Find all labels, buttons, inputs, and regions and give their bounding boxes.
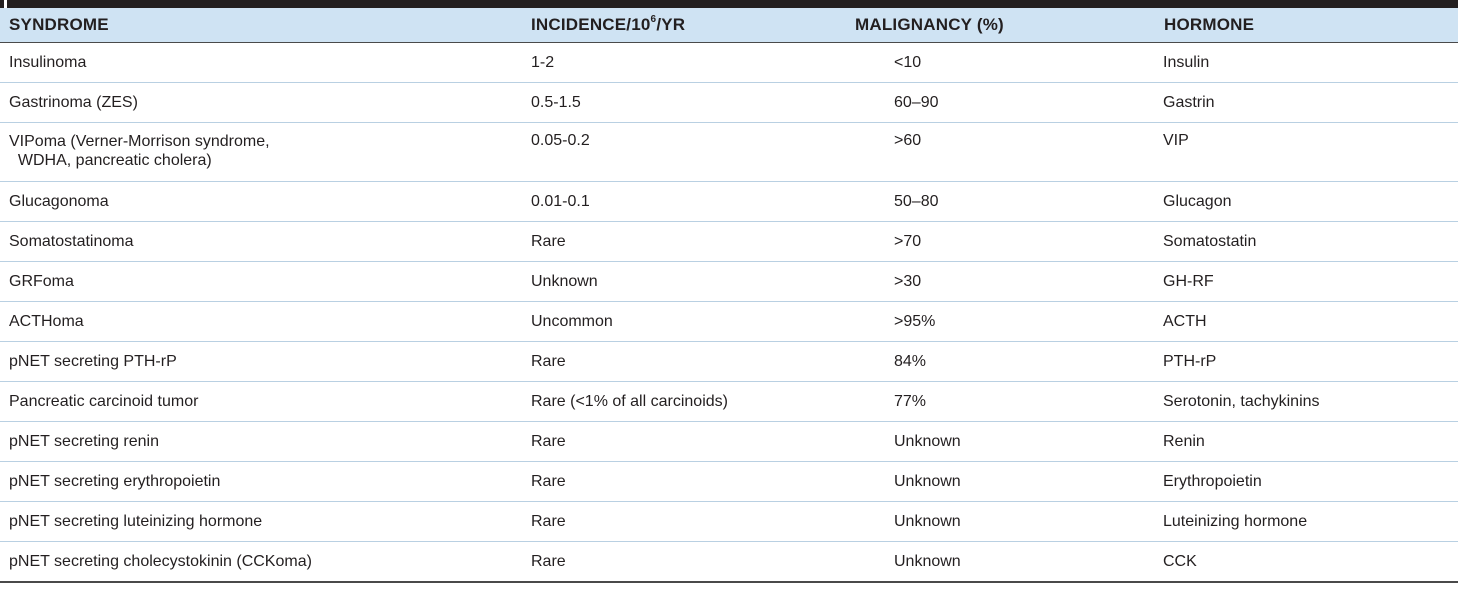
cell-hormone: Serotonin, tachykinins [1142, 381, 1458, 422]
header-malignancy: MALIGNANCY (%) [849, 8, 1142, 43]
cell-syndrome: pNET secreting renin [0, 421, 522, 462]
cell-incidence: 0.5-1.5 [522, 82, 849, 123]
table-header-row: SYNDROME INCIDENCE/106/YR MALIGNANCY (%)… [0, 8, 1458, 43]
cell-incidence: Rare [522, 461, 849, 502]
cell-hormone: GH-RF [1142, 261, 1458, 302]
cell-syndrome: VIPoma (Verner-Morrison syndrome, WDHA, … [0, 122, 522, 182]
cell-syndrome: pNET secreting erythropoietin [0, 461, 522, 502]
table-row: VIPoma (Verner-Morrison syndrome, WDHA, … [0, 122, 1458, 182]
table-row: pNET secreting renin Rare Unknown Renin [0, 421, 1458, 462]
header-incidence-tail: /YR [656, 15, 686, 34]
table-row: pNET secreting erythropoietin Rare Unknown… [0, 461, 1458, 502]
cell-malignancy: >95% [849, 301, 1142, 342]
cell-incidence: Rare [522, 341, 849, 382]
cell-incidence: Rare [522, 421, 849, 462]
cell-syndrome: Gastrinoma (ZES) [0, 82, 522, 123]
cell-malignancy: >70 [849, 221, 1142, 262]
cell-incidence: Rare [522, 501, 849, 542]
cell-malignancy: Unknown [849, 501, 1142, 542]
cell-malignancy: 84% [849, 341, 1142, 382]
cell-malignancy: 77% [849, 381, 1142, 422]
top-rule-gap [4, 0, 7, 8]
cell-malignancy: Unknown [849, 541, 1142, 583]
cell-malignancy: 60–90 [849, 82, 1142, 123]
cell-malignancy: <10 [849, 42, 1142, 83]
cell-syndrome: pNET secreting cholecystokinin (CCKoma) [0, 541, 522, 583]
table-row: pNET secreting luteinizing hormone Rare Un… [0, 501, 1458, 542]
cell-hormone: Erythropoietin [1142, 461, 1458, 502]
cell-syndrome: GRFoma [0, 261, 522, 302]
cell-syndrome: Glucagonoma [0, 181, 522, 222]
cell-syndrome: Pancreatic carcinoid tumor [0, 381, 522, 422]
cell-hormone: PTH-rP [1142, 341, 1458, 382]
cell-incidence: 1-2 [522, 42, 849, 83]
cell-hormone: Luteinizing hormone [1142, 501, 1458, 542]
cell-incidence: Rare [522, 221, 849, 262]
cell-syndrome: pNET secreting luteinizing hormone [0, 501, 522, 542]
cell-hormone: Glucagon [1142, 181, 1458, 222]
cell-incidence: Rare [522, 541, 849, 583]
table-row: Pancreatic carcinoid tumor Rare (<1% of a… [0, 381, 1458, 422]
cell-malignancy: 50–80 [849, 181, 1142, 222]
cell-syndrome: Somatostatinoma [0, 221, 522, 262]
top-rule-bar [0, 0, 1458, 8]
top-rule-notch [0, 0, 4, 8]
cell-hormone: VIP [1142, 122, 1458, 182]
table-row: Glucagonoma 0.01-0.1 50–80 Glucagon [0, 181, 1458, 222]
table-row: GRFoma Unknown >30 GH-RF [0, 261, 1458, 302]
table-row: Gastrinoma (ZES) 0.5-1.5 60–90 Gastrin [0, 82, 1458, 123]
cell-hormone: Insulin [1142, 42, 1458, 83]
table-row: pNET secreting PTH-rP Rare 84% PTH-rP [0, 341, 1458, 382]
header-incidence-superscript: 6 [650, 14, 657, 26]
header-syndrome: SYNDROME [0, 8, 522, 43]
cell-syndrome: ACTHoma [0, 301, 522, 342]
cell-incidence: Rare (<1% of all carcinoids) [522, 381, 849, 422]
cell-incidence: Unknown [522, 261, 849, 302]
table-row: pNET secreting cholecystokinin (CCKoma) R… [0, 541, 1458, 583]
cell-malignancy: Unknown [849, 461, 1142, 502]
header-incidence: INCIDENCE/106/YR [522, 8, 849, 43]
cell-incidence: Uncommon [522, 301, 849, 342]
cell-incidence: 0.01-0.1 [522, 181, 849, 222]
cell-malignancy: Unknown [849, 421, 1142, 462]
cell-hormone: Renin [1142, 421, 1458, 462]
table-row: Insulinoma 1-2 <10 Insulin [0, 42, 1458, 83]
cell-syndrome-text: VIPoma (Verner-Morrison syndrome, WDHA, … [9, 133, 270, 169]
cell-syndrome: pNET secreting PTH-rP [0, 341, 522, 382]
table-body: Insulinoma 1-2 <10 Insulin Gastrinoma (ZES) 0… [0, 42, 1458, 583]
syndromes-table: SYNDROME INCIDENCE/106/YR MALIGNANCY (%)… [0, 8, 1458, 583]
header-hormone: HORMONE [1142, 8, 1458, 43]
table-row: Somatostatinoma Rare >70 Somatostatin [0, 221, 1458, 262]
cell-hormone: ACTH [1142, 301, 1458, 342]
cell-hormone: CCK [1142, 541, 1458, 583]
cell-incidence: 0.05-0.2 [522, 122, 849, 182]
cell-hormone: Somatostatin [1142, 221, 1458, 262]
cell-syndrome: Insulinoma [0, 42, 522, 83]
table-row: ACTHoma Uncommon >95% ACTH [0, 301, 1458, 342]
header-incidence-main: INCIDENCE/10 [531, 15, 651, 34]
cell-malignancy: >60 [849, 122, 1142, 182]
cell-malignancy: >30 [849, 261, 1142, 302]
cell-hormone: Gastrin [1142, 82, 1458, 123]
